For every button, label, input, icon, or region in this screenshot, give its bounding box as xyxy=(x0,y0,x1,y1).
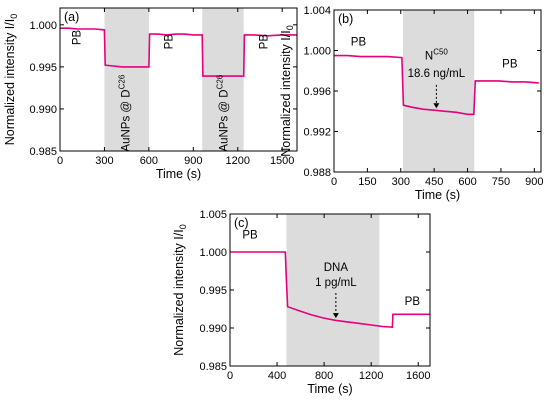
y-tick-label: 0.990 xyxy=(199,323,227,335)
y-tick-label: 0.995 xyxy=(29,62,57,74)
annotation: DNA xyxy=(324,262,349,274)
x-axis-label: Time (s) xyxy=(307,382,352,396)
annotation: PB xyxy=(258,34,270,50)
annotation: PB xyxy=(242,229,258,241)
y-axis-label: Normalized intensity I/I0 xyxy=(279,25,295,156)
x-tick-label: 0 xyxy=(331,176,337,188)
shaded-region xyxy=(202,8,244,151)
series-line xyxy=(334,54,539,116)
y-tick-label: 1.005 xyxy=(199,209,227,221)
series-line xyxy=(60,27,297,77)
x-tick-label: 0 xyxy=(227,370,233,382)
x-axis-label: Time (s) xyxy=(415,188,460,202)
y-tick-label: 0.992 xyxy=(303,127,331,139)
plot-frame xyxy=(229,213,431,367)
x-tick-label: 300 xyxy=(95,155,113,167)
arrow-head xyxy=(433,103,440,109)
x-tick-label: 300 xyxy=(392,176,410,188)
annotation: PB xyxy=(405,296,421,308)
panel-c: 0 400 800 1200 1600 0.985 0.990 0.995 1.000 1.005… xyxy=(172,209,431,396)
x-tick-label: 750 xyxy=(492,176,510,188)
x-tick-label: 400 xyxy=(268,370,286,382)
annotation: 1 pg/mL xyxy=(315,277,357,289)
annotation: PB xyxy=(351,36,367,48)
y-axis-label: Normalized intensity I/I0 xyxy=(3,14,19,145)
panel-label: (c) xyxy=(234,216,249,230)
shaded-region xyxy=(104,8,149,151)
x-tick-label: 150 xyxy=(358,176,376,188)
annotation: AuNPs @ DC26 xyxy=(118,74,133,151)
x-tick-label: 1200 xyxy=(226,155,250,167)
y-tick-label: 0.995 xyxy=(199,285,227,297)
y-tick-label: 0.988 xyxy=(303,167,331,179)
series-line xyxy=(230,251,430,329)
y-tick-label: 1.000 xyxy=(29,20,57,32)
y-tick-label: 1.004 xyxy=(303,5,331,17)
y-tick-label: 0.985 xyxy=(199,361,227,373)
panel-label: (a) xyxy=(64,10,79,24)
x-tick-label: 1600 xyxy=(406,370,430,382)
x-tick-label: 900 xyxy=(525,176,543,188)
x-tick-label: 1200 xyxy=(359,370,383,382)
x-tick-label: 600 xyxy=(140,155,158,167)
x-tick-label: 450 xyxy=(425,176,443,188)
panel-label: (b) xyxy=(338,12,353,26)
shaded-region xyxy=(286,214,380,366)
plot-frame xyxy=(333,9,542,173)
plot-frame xyxy=(59,7,298,152)
x-tick-label: 800 xyxy=(315,370,333,382)
panel-a: 0 300 600 900 1200 1500 0.985 0.990 0.995 1.000 PB… xyxy=(3,7,298,181)
annotation: AuNPs @ DC26 xyxy=(215,74,230,151)
shaded-region xyxy=(403,10,475,172)
x-axis-label: Time (s) xyxy=(156,167,201,181)
y-tick-label: 0.996 xyxy=(303,86,331,98)
y-tick-label: 0.985 xyxy=(29,146,57,158)
x-tick-label: 0 xyxy=(57,155,63,167)
annotation: PB xyxy=(502,59,518,71)
y-axis-label: Normalized intensity I/I0 xyxy=(172,224,188,355)
annotation: PB xyxy=(164,34,176,50)
x-tick-label: 600 xyxy=(458,176,476,188)
y-tick-label: 1.000 xyxy=(199,247,227,259)
annotation: NC50 xyxy=(425,48,449,63)
annotation: 18.6 ng/mL xyxy=(408,68,466,80)
x-tick-label: 900 xyxy=(184,155,202,167)
y-tick-label: 1.000 xyxy=(303,46,331,58)
arrow-head xyxy=(332,313,339,319)
y-tick-label: 0.990 xyxy=(29,104,57,116)
x-tick-label: 1500 xyxy=(270,155,294,167)
annotation: PB xyxy=(72,29,84,45)
panel-b: 0 150 300 450 600 750 900 0.988 0.992 0.996 1.000 1… xyxy=(279,5,544,202)
